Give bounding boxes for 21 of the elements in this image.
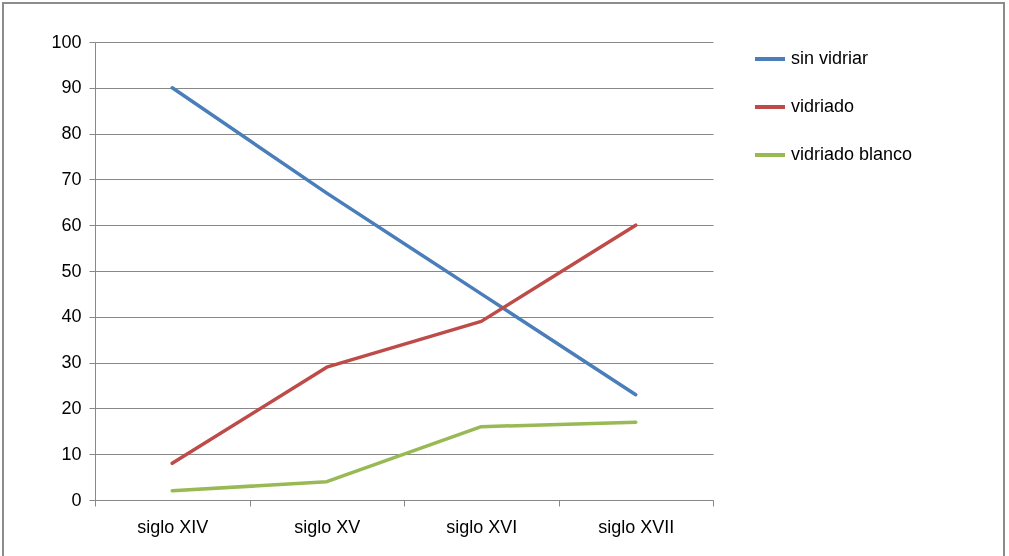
y-tick-label: 40 bbox=[61, 306, 82, 327]
y-tick-label: 100 bbox=[51, 31, 82, 52]
y-tick-label: 60 bbox=[61, 214, 82, 235]
y-tick-label: 10 bbox=[61, 443, 82, 464]
y-tick-label: 70 bbox=[61, 168, 82, 189]
x-tick-label: siglo XV bbox=[294, 516, 361, 537]
line-series bbox=[170, 223, 638, 466]
y-tick-label: 20 bbox=[61, 397, 82, 418]
y-tick-label: 50 bbox=[61, 260, 82, 281]
line-series bbox=[170, 86, 638, 397]
y-tick-label: 90 bbox=[61, 77, 82, 98]
y-tick-label: 80 bbox=[61, 123, 82, 144]
legend-label: sin vidriar bbox=[791, 48, 869, 68]
legend-label: vidriado blanco bbox=[791, 144, 913, 164]
line-series bbox=[170, 420, 638, 493]
x-tick-label: siglo XIV bbox=[137, 516, 209, 537]
x-tick-label: siglo XVI bbox=[446, 516, 518, 537]
x-tick-label: siglo XVII bbox=[598, 516, 675, 537]
legend-label: vidriado bbox=[791, 96, 855, 116]
y-tick-label: 0 bbox=[71, 489, 82, 510]
y-tick-label: 30 bbox=[61, 352, 82, 373]
